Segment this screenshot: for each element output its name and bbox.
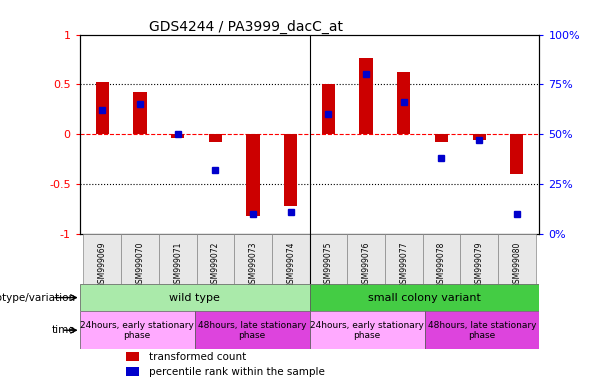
Bar: [310, 234, 347, 284]
Text: GDS4244 / PA3999_dacC_at: GDS4244 / PA3999_dacC_at: [149, 20, 343, 33]
Bar: [272, 234, 310, 284]
Text: GSM999071: GSM999071: [173, 242, 182, 288]
Bar: [284, 134, 297, 206]
Bar: [126, 367, 140, 376]
Bar: [473, 134, 485, 141]
Bar: [310, 311, 425, 349]
Text: GSM999077: GSM999077: [399, 242, 408, 288]
Text: time: time: [51, 325, 75, 335]
Bar: [209, 134, 222, 142]
Bar: [83, 234, 121, 284]
Text: GSM999075: GSM999075: [324, 242, 333, 288]
Text: GSM999070: GSM999070: [135, 242, 145, 288]
Bar: [385, 234, 422, 284]
Text: GSM999078: GSM999078: [437, 242, 446, 288]
Bar: [246, 134, 260, 216]
Bar: [347, 234, 385, 284]
Bar: [425, 311, 539, 349]
Bar: [397, 73, 410, 134]
Bar: [460, 234, 498, 284]
Bar: [126, 352, 140, 361]
Text: GSM999072: GSM999072: [211, 242, 220, 288]
Text: transformed count: transformed count: [149, 352, 246, 362]
Text: GSM999080: GSM999080: [512, 242, 521, 288]
Text: wild type: wild type: [169, 293, 220, 303]
Text: percentile rank within the sample: percentile rank within the sample: [149, 367, 324, 377]
Bar: [134, 93, 147, 134]
Bar: [96, 83, 109, 134]
Bar: [435, 134, 448, 142]
Text: 48hours, late stationary
phase: 48hours, late stationary phase: [198, 321, 306, 340]
Text: GSM999074: GSM999074: [286, 242, 295, 288]
Bar: [359, 58, 373, 134]
Bar: [159, 234, 197, 284]
Bar: [121, 234, 159, 284]
Text: GSM999079: GSM999079: [474, 242, 484, 288]
Bar: [80, 284, 310, 311]
Bar: [510, 134, 524, 174]
Bar: [322, 84, 335, 134]
Bar: [80, 311, 195, 349]
Text: GSM999073: GSM999073: [248, 242, 257, 288]
Text: small colony variant: small colony variant: [368, 293, 481, 303]
Bar: [197, 234, 234, 284]
Bar: [171, 134, 185, 138]
Bar: [310, 284, 539, 311]
Bar: [422, 234, 460, 284]
Text: GSM999069: GSM999069: [98, 242, 107, 288]
Text: genotype/variation: genotype/variation: [0, 293, 75, 303]
Text: 48hours, late stationary
phase: 48hours, late stationary phase: [428, 321, 536, 340]
Bar: [498, 234, 536, 284]
Text: 24hours, early stationary
phase: 24hours, early stationary phase: [310, 321, 424, 340]
Bar: [195, 311, 310, 349]
Bar: [234, 234, 272, 284]
Text: 24hours, early stationary
phase: 24hours, early stationary phase: [80, 321, 194, 340]
Text: GSM999076: GSM999076: [362, 242, 371, 288]
